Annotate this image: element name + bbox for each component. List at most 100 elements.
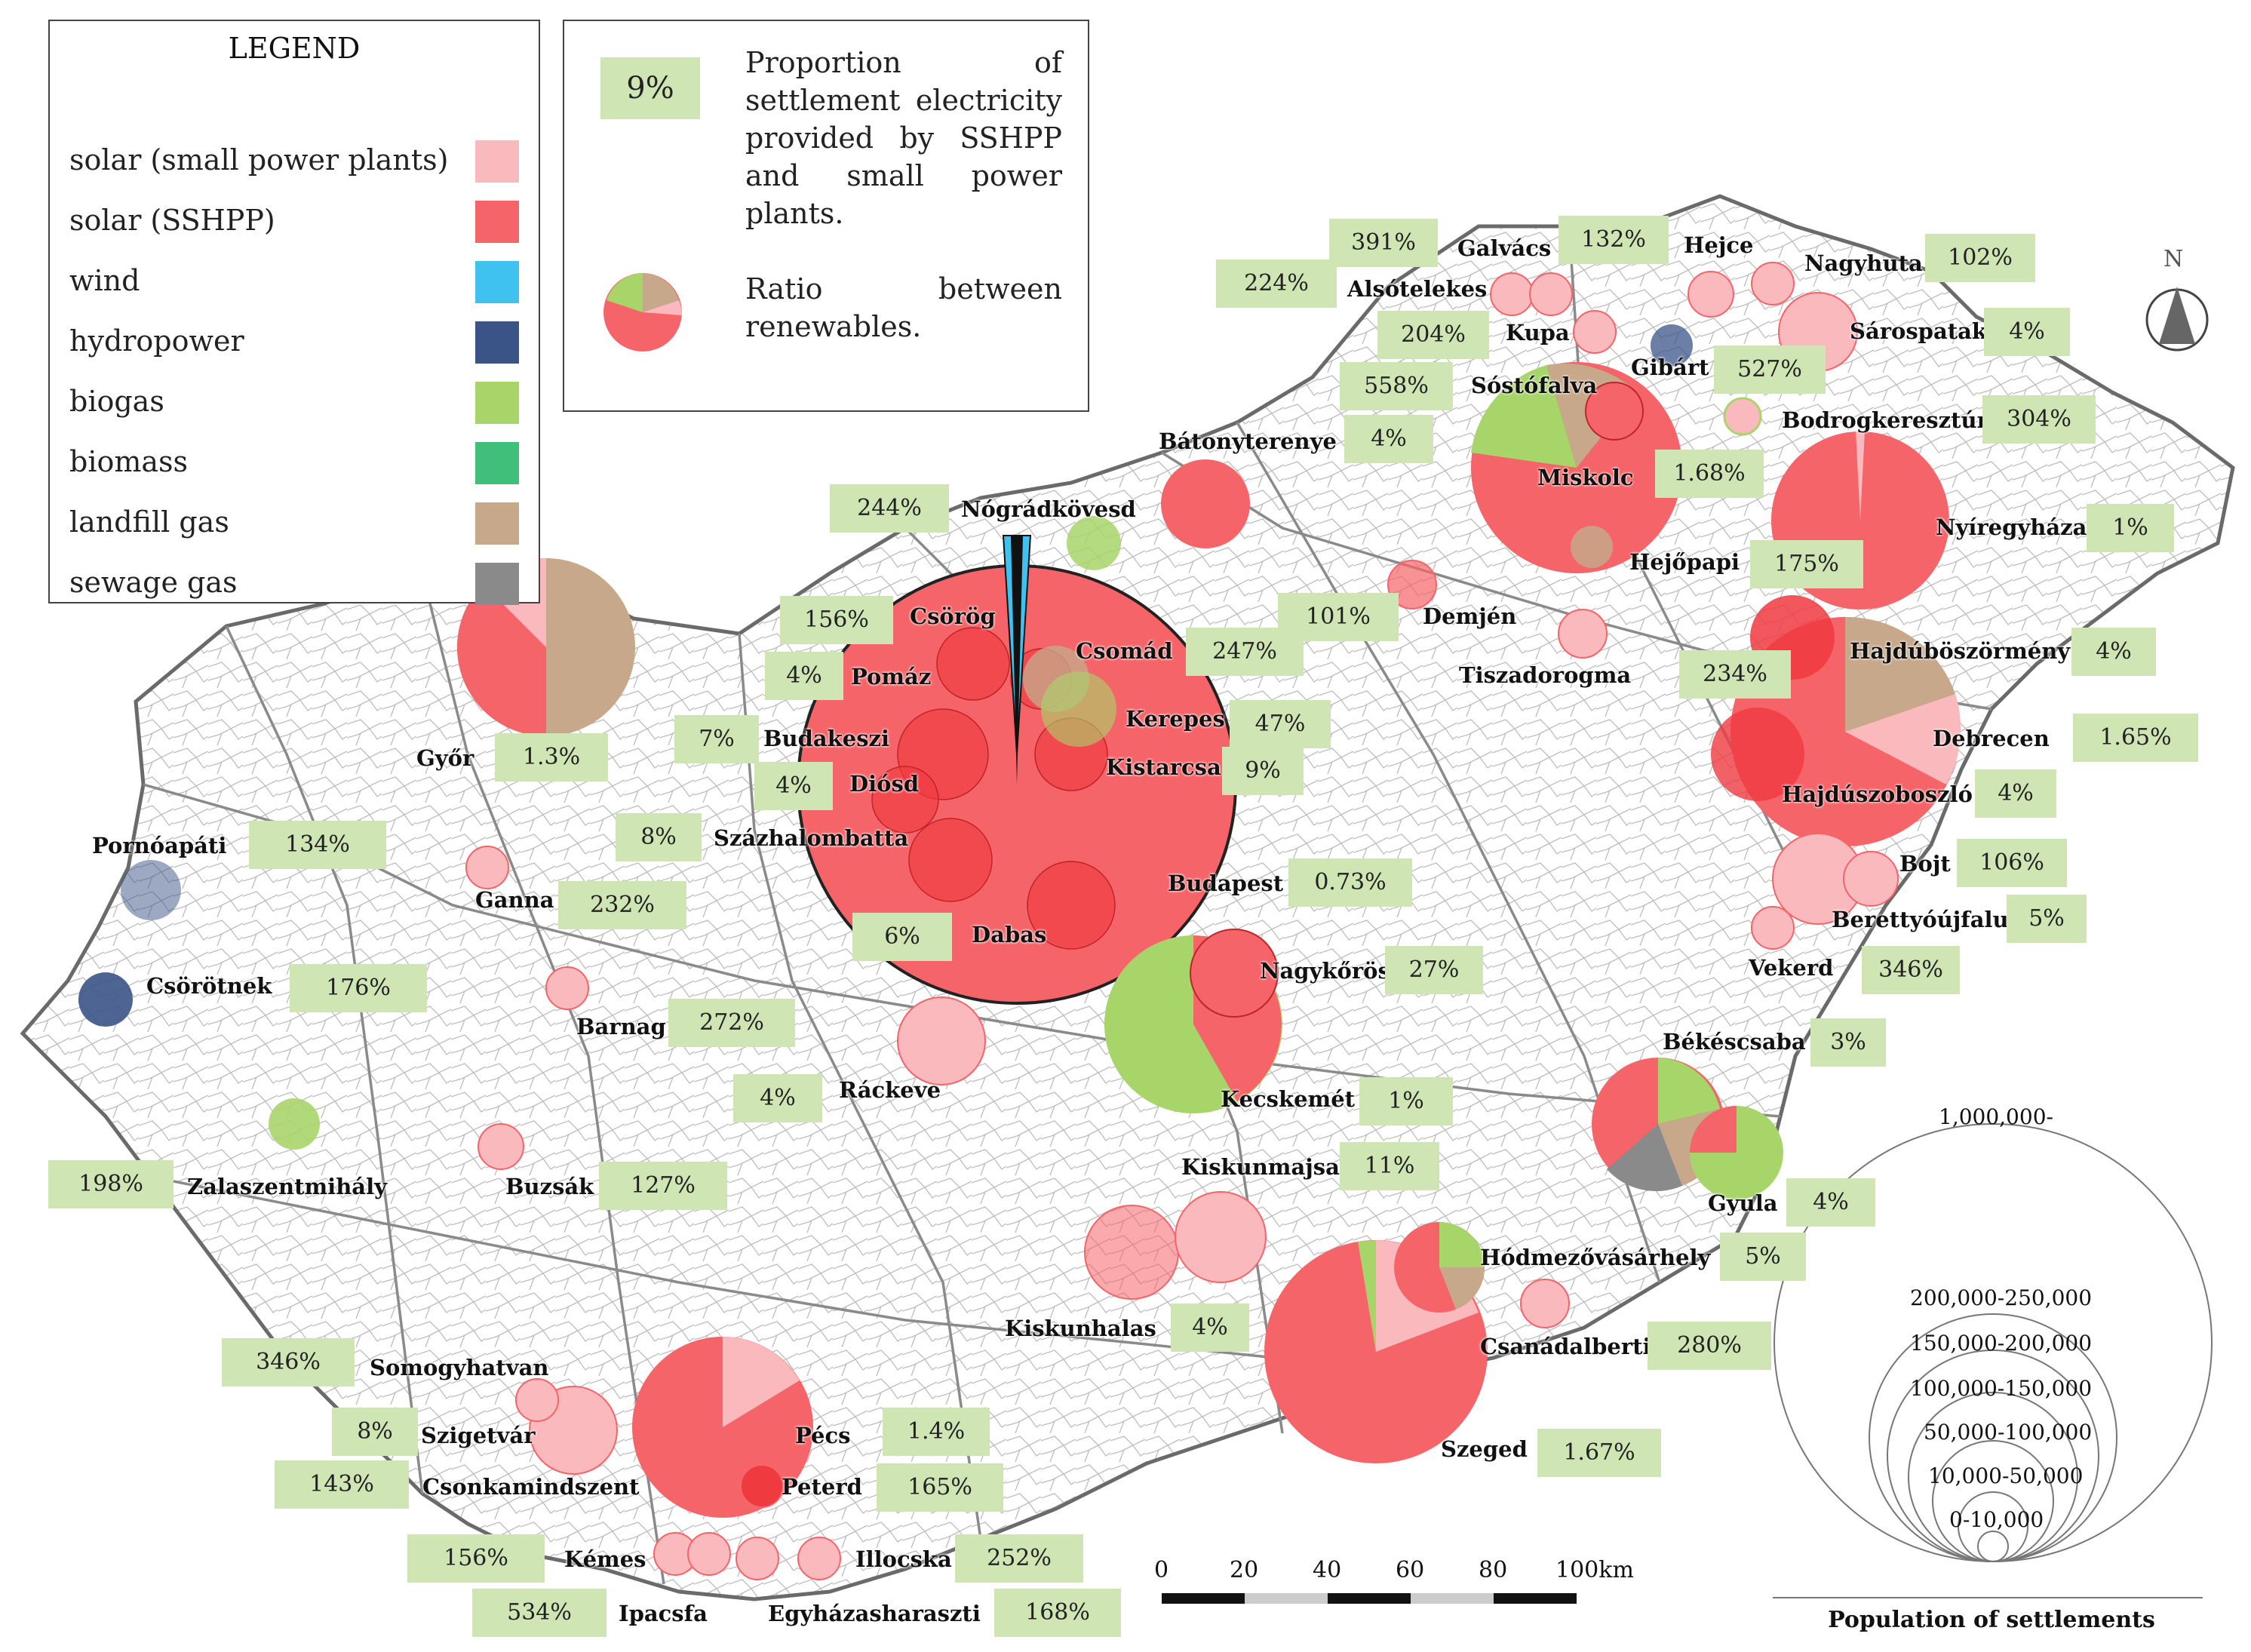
- pct-label: 1%: [2087, 504, 2174, 552]
- town-label: Gyula: [1708, 1190, 1778, 1216]
- town-label: Százhalombatta: [714, 825, 909, 851]
- pop-class-label: 150,000-200,000: [1910, 1331, 2093, 1356]
- legend-item: sewage gas: [69, 560, 522, 605]
- pct-label: 27%: [1385, 946, 1483, 994]
- pct-label: 127%: [599, 1162, 727, 1210]
- town-label: Budakeszi: [763, 726, 890, 751]
- pct-label: 4%: [1786, 1178, 1875, 1227]
- legend-item: biogas: [69, 379, 522, 424]
- info-pct-sample: 9%: [600, 57, 700, 119]
- town-label: Kerepes: [1126, 706, 1225, 732]
- town-label: Szigetvár: [421, 1423, 536, 1448]
- town-label: Bojt: [1899, 851, 1951, 877]
- town-label: Békéscsaba: [1663, 1029, 1806, 1055]
- pct-label: 346%: [1862, 946, 1960, 994]
- population-title: Population of settlements: [1828, 1607, 2155, 1633]
- pop-class-label: 50,000-100,000: [1924, 1420, 2093, 1445]
- legend-label: solar (small power plants): [69, 143, 449, 177]
- town-label: Debrecen: [1933, 726, 2050, 751]
- town-label: Bodrogkeresztúr: [1782, 407, 1988, 433]
- town-label: Ráckeve: [839, 1077, 941, 1103]
- town-label: Miskolc: [1537, 465, 1634, 490]
- pct-label: 11%: [1340, 1142, 1439, 1190]
- scale-tick-label: 60: [1396, 1557, 1425, 1583]
- pct-label: 9%: [1222, 747, 1304, 795]
- legend-swatch: [475, 382, 519, 424]
- pct-label: 47%: [1230, 700, 1331, 748]
- town-label: Hajdúböszörmény: [1850, 638, 2071, 664]
- town-label: Gibárt: [1631, 355, 1709, 380]
- legend-item: biomass: [69, 439, 522, 484]
- pct-label: 534%: [472, 1589, 607, 1637]
- pct-label: 280%: [1648, 1322, 1771, 1370]
- pct-label: 5%: [2007, 895, 2087, 943]
- town-label: Csanádalberti: [1480, 1334, 1651, 1359]
- town-label: Demjén: [1423, 603, 1517, 629]
- pct-label: 346%: [222, 1338, 355, 1386]
- gyula-pie: [1690, 1106, 1783, 1199]
- pct-label: 4%: [754, 762, 833, 810]
- symbol-explanation-box: 9% Proportion of settlement electricity …: [563, 20, 1089, 412]
- town-label: Pornóapáti: [92, 833, 227, 858]
- legend-swatch: [475, 140, 519, 183]
- pct-label: 244%: [830, 484, 949, 533]
- town-label: Hódmezővásárhely: [1480, 1245, 1711, 1270]
- pct-label: 558%: [1340, 362, 1453, 410]
- pct-label: 4%: [2071, 628, 2156, 676]
- town-label: Budapest: [1168, 871, 1284, 896]
- legend-label: biomass: [69, 445, 189, 478]
- pct-label: 1.3%: [495, 733, 608, 781]
- legend-label: solar (SSHPP): [69, 204, 275, 237]
- pct-label: 176%: [290, 964, 427, 1012]
- pct-label: 132%: [1559, 216, 1669, 264]
- town-label: Kémes: [564, 1546, 646, 1572]
- pct-label: 4%: [1975, 769, 2056, 818]
- pct-label: 156%: [407, 1534, 545, 1583]
- pop-class-label: 1,000,000-: [1939, 1104, 2053, 1129]
- scale-tick-label: 0: [1154, 1557, 1169, 1583]
- compass-label: N: [2163, 246, 2184, 272]
- town-label: Ipacsfa: [619, 1601, 708, 1626]
- pct-label: 6%: [852, 913, 952, 961]
- town-label: Sóstófalva: [1471, 373, 1598, 398]
- pct-label: 106%: [1957, 839, 2067, 887]
- pct-label: 234%: [1679, 650, 1791, 699]
- town-label: Illocska: [855, 1546, 952, 1572]
- pct-label: 4%: [1171, 1303, 1249, 1352]
- town-label: Vekerd: [1749, 955, 1834, 981]
- pct-label: 8%: [332, 1408, 418, 1456]
- town-label: Alsótelekes: [1347, 276, 1488, 302]
- town-label: Egyházasharaszti: [768, 1601, 981, 1626]
- legend: LEGEND solar (small power plants) solar …: [48, 20, 540, 605]
- pct-label: 134%: [249, 821, 386, 869]
- pct-label: 156%: [780, 596, 893, 644]
- town-label: Diósd: [849, 771, 920, 797]
- scale-tick-label: 40: [1313, 1557, 1342, 1583]
- town-label: Tiszadorogma: [1459, 662, 1632, 688]
- pop-class-label: 0-10,000: [1949, 1507, 2044, 1532]
- scale-tick-label: 80: [1479, 1557, 1508, 1583]
- town-label: Kiskunhalas: [1005, 1316, 1156, 1341]
- legend-label: sewage gas: [69, 566, 238, 599]
- pct-label: 168%: [994, 1589, 1121, 1637]
- pct-label: 232%: [558, 881, 686, 929]
- info-ratio-text: Ratio between renewables.: [745, 272, 1062, 343]
- pct-label: 198%: [48, 1160, 174, 1208]
- legend-label: hydropower: [69, 324, 244, 358]
- pct-label: 1%: [1359, 1077, 1453, 1125]
- pct-label: 7%: [674, 715, 759, 763]
- pct-label: 247%: [1186, 628, 1304, 676]
- town-label: Csonkamindszent: [422, 1474, 640, 1500]
- legend-swatch: [475, 201, 519, 243]
- legend-swatch: [475, 321, 519, 364]
- info-proportion-text: Proportion of settlement electricity pro…: [745, 46, 1062, 230]
- small-settlement-circles: [465, 262, 1858, 1580]
- town-label: Hejce: [1684, 232, 1754, 258]
- legend-swatch: [475, 442, 519, 484]
- town-label: Zalaszentmihály: [187, 1174, 387, 1199]
- legend-item: wind: [69, 258, 522, 303]
- town-label: Sárospatak: [1850, 318, 1988, 344]
- town-label: Dabas: [972, 922, 1047, 947]
- legend-swatch: [475, 502, 519, 545]
- pct-label: 8%: [616, 813, 702, 861]
